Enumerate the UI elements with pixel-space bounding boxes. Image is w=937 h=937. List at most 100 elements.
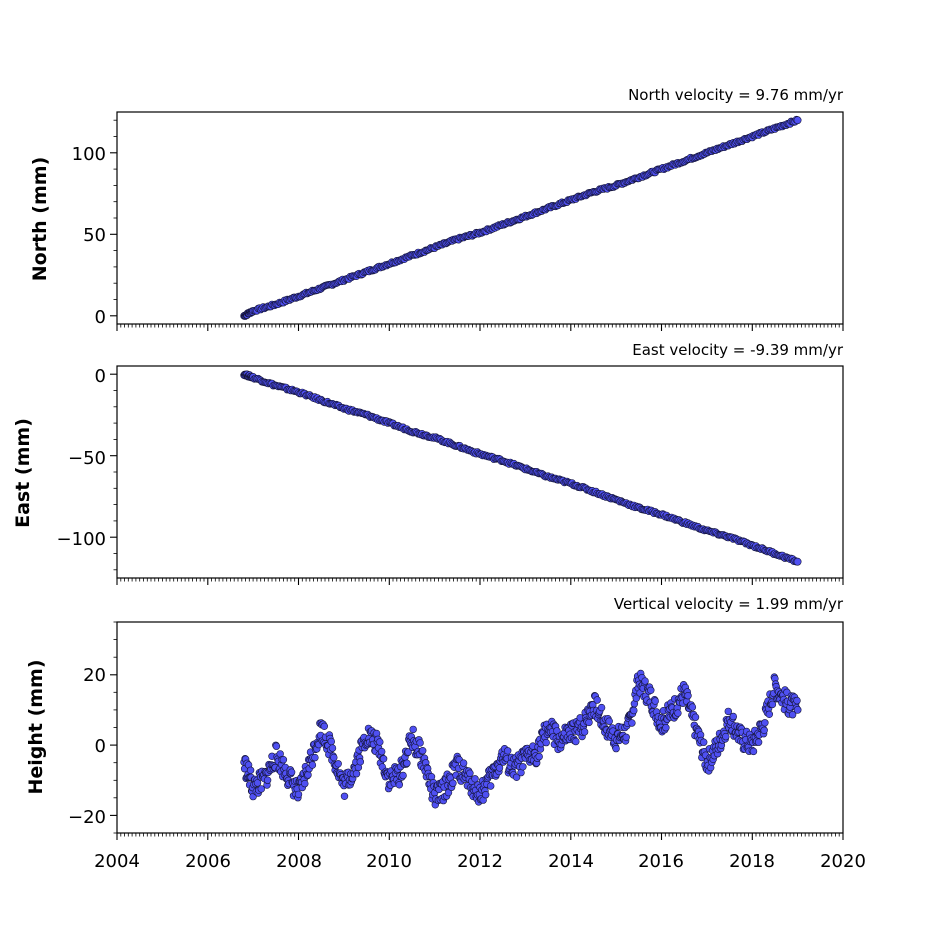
height-data-point — [466, 769, 474, 777]
height-data-point — [729, 712, 737, 721]
height-data-point — [688, 703, 697, 711]
height-data-point — [641, 677, 649, 685]
height-y-tick-labels: 20 0 −20 — [68, 665, 106, 828]
x-tick-label: 2010 — [366, 851, 412, 872]
height-data-point — [308, 761, 317, 769]
height-data-point — [253, 779, 262, 787]
east-ytick-label: 0 — [95, 366, 106, 387]
x-tick-label: 2016 — [638, 851, 684, 872]
height-data-point — [487, 782, 495, 790]
height-data-point — [449, 779, 457, 787]
x-tick-label: 2014 — [548, 851, 594, 872]
height-ytick-label: 0 — [95, 736, 106, 757]
height-data-point — [788, 710, 797, 719]
height-data-point — [327, 737, 335, 746]
height-data-point — [395, 781, 403, 789]
height-data-point — [632, 694, 640, 702]
north-ytick-label: 100 — [72, 144, 106, 165]
height-data-point — [765, 710, 773, 718]
height-axes-frame — [116, 621, 844, 834]
height-data-point — [761, 719, 769, 727]
x-tick-label: 2004 — [94, 851, 140, 872]
north-axes-frame — [116, 111, 844, 325]
east-scatter-points — [240, 370, 802, 566]
height-data-point — [330, 753, 338, 762]
height-data-point — [519, 763, 527, 771]
height-data-point — [612, 744, 620, 753]
height-data-point — [580, 728, 589, 736]
height-panel: Vertical velocity = 1.99 mm/yr Height (m… — [25, 595, 866, 872]
height-data-point — [352, 769, 361, 778]
height-data-point — [622, 733, 630, 741]
east-axes-frame — [116, 365, 844, 579]
height-data-point — [376, 738, 384, 746]
height-data-point — [311, 753, 319, 762]
east-ylabel: East (mm) — [12, 418, 34, 528]
height-data-point — [662, 723, 670, 732]
height-data-point — [257, 785, 265, 793]
north-ylabel: North (mm) — [29, 157, 51, 282]
height-data-point — [471, 775, 479, 783]
x-tick-label: 2006 — [185, 851, 231, 872]
height-data-point — [504, 747, 512, 755]
height-scatter-points — [240, 669, 802, 809]
north-ytick-label: 0 — [95, 307, 106, 328]
height-data-point — [722, 732, 730, 741]
height-data-point — [328, 744, 337, 752]
north-title: North velocity = 9.76 mm/yr — [628, 86, 844, 104]
north-panel: North velocity = 9.76 mm/yr North (mm) 1… — [29, 86, 844, 331]
height-data-point — [768, 700, 777, 709]
north-ytick-label: 50 — [83, 225, 106, 246]
height-data-point — [356, 758, 364, 766]
height-data-point — [272, 742, 281, 750]
height-data-point — [647, 686, 655, 694]
east-ytick-label: −50 — [68, 448, 106, 469]
height-data-point — [287, 768, 296, 776]
east-ytick-label: −100 — [57, 529, 106, 550]
x-tick-label: 2020 — [820, 851, 866, 872]
height-data-point — [340, 792, 349, 800]
height-data-point — [691, 713, 700, 721]
height-data-point — [628, 719, 636, 727]
north-y-tick-labels: 100 50 0 — [72, 144, 106, 328]
height-ylabel: Height (mm) — [25, 659, 47, 794]
x-tick-label: 2012 — [457, 851, 503, 872]
height-data-point — [495, 764, 504, 772]
height-data-point — [754, 738, 763, 746]
height-data-point — [542, 738, 550, 747]
height-data-point — [630, 706, 638, 715]
height-ytick-label: −20 — [68, 807, 106, 828]
height-data-point — [760, 726, 768, 734]
height-data-point — [409, 725, 417, 734]
height-data-point — [597, 703, 606, 712]
height-data-point — [684, 691, 692, 700]
height-data-point — [378, 747, 386, 756]
height-data-point — [572, 737, 580, 746]
height-data-point — [334, 760, 342, 768]
height-data-point — [419, 746, 427, 755]
height-data-point — [593, 696, 601, 704]
height-data-point — [699, 738, 708, 746]
x-tick-label: 2018 — [729, 851, 775, 872]
east-y-tick-labels: 0 −50 −100 — [57, 366, 106, 550]
height-data-point — [263, 776, 272, 784]
height-ytick-label: 20 — [83, 665, 106, 686]
height-data-point — [399, 771, 407, 780]
height-data-point — [279, 755, 288, 764]
height-data-point — [459, 759, 468, 767]
north-data-point — [793, 116, 802, 125]
height-data-point — [301, 779, 309, 788]
height-data-point — [403, 759, 411, 767]
height-data-point — [416, 739, 424, 747]
height-data-point — [724, 707, 732, 716]
height-data-point — [535, 752, 543, 761]
height-data-point — [793, 696, 801, 705]
height-data-point — [304, 771, 312, 779]
height-data-point — [246, 766, 255, 774]
height-data-point — [585, 718, 593, 727]
height-title: Vertical velocity = 1.99 mm/yr — [614, 595, 844, 613]
height-data-point — [605, 717, 613, 725]
height-data-point — [674, 709, 682, 717]
height-data-point — [651, 697, 659, 705]
